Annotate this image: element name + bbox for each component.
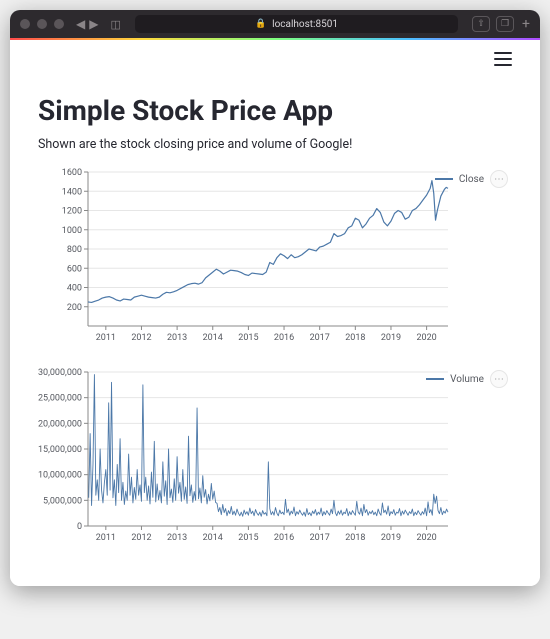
svg-text:2017: 2017 <box>310 533 330 543</box>
back-icon[interactable]: ◀ <box>76 17 85 31</box>
svg-text:2011: 2011 <box>96 333 116 343</box>
svg-text:1000: 1000 <box>62 226 82 236</box>
tabs-icon[interactable]: ❐ <box>496 16 514 32</box>
close-legend-label: Close <box>459 174 484 185</box>
svg-text:2018: 2018 <box>345 533 365 543</box>
page-subtitle: Shown are the stock closing price and vo… <box>38 137 512 152</box>
volume-chart-svg: 0 5,000,000 10,000,000 15,000,000 20,000,000… <box>38 366 512 546</box>
svg-text:2018: 2018 <box>345 333 365 343</box>
close-chart: 200 400 600 800 1000 1200 1400 1600 2011 2012 2013… <box>38 166 512 346</box>
svg-text:25,000,000: 25,000,000 <box>38 394 82 404</box>
svg-text:2016: 2016 <box>274 333 294 343</box>
svg-text:2012: 2012 <box>131 533 151 543</box>
svg-text:2011: 2011 <box>96 533 116 543</box>
nav-arrows: ◀ ▶ <box>76 17 98 31</box>
close-window-icon[interactable] <box>20 19 30 29</box>
svg-text:400: 400 <box>67 284 82 294</box>
svg-text:15,000,000: 15,000,000 <box>38 445 82 455</box>
svg-text:2016: 2016 <box>274 533 294 543</box>
svg-text:2019: 2019 <box>381 333 401 343</box>
url-bar[interactable]: 🔒 localhost:8501 <box>135 15 458 33</box>
svg-text:2014: 2014 <box>203 333 223 343</box>
svg-text:1400: 1400 <box>62 187 82 197</box>
svg-text:2013: 2013 <box>167 333 187 343</box>
svg-text:2020: 2020 <box>416 333 436 343</box>
svg-text:0: 0 <box>77 522 82 532</box>
legend-swatch-icon <box>426 378 444 380</box>
app-menu-wrap <box>38 52 512 76</box>
legend-swatch-icon <box>435 178 453 180</box>
forward-icon[interactable]: ▶ <box>89 17 98 31</box>
svg-text:10,000,000: 10,000,000 <box>38 471 82 481</box>
minimize-window-icon[interactable] <box>37 19 47 29</box>
svg-text:2013: 2013 <box>167 533 187 543</box>
svg-text:30,000,000: 30,000,000 <box>38 368 82 378</box>
svg-text:2012: 2012 <box>131 333 151 343</box>
toolbar-right: ⇧ ❐ + <box>472 16 530 32</box>
svg-text:1600: 1600 <box>62 168 82 178</box>
svg-text:20,000,000: 20,000,000 <box>38 419 82 429</box>
svg-text:800: 800 <box>67 245 82 255</box>
svg-text:5,000,000: 5,000,000 <box>43 496 82 506</box>
chart-more-button[interactable]: ⋯ <box>490 370 508 388</box>
volume-legend-label: Volume <box>450 374 484 385</box>
url-text: localhost:8501 <box>272 19 338 30</box>
page-title: Simple Stock Price App <box>38 94 512 127</box>
sidebar-icon[interactable]: ◫ <box>110 18 120 31</box>
svg-text:200: 200 <box>67 303 82 313</box>
title-bar: ◀ ▶ ◫ 🔒 localhost:8501 ⇧ ❐ + <box>10 10 540 38</box>
close-chart-legend: Close ⋯ <box>435 170 508 188</box>
hamburger-icon[interactable] <box>494 52 512 66</box>
svg-text:2017: 2017 <box>310 333 330 343</box>
maximize-window-icon[interactable] <box>54 19 64 29</box>
svg-text:2014: 2014 <box>203 533 223 543</box>
svg-text:600: 600 <box>67 264 82 274</box>
traffic-lights <box>20 19 64 29</box>
svg-text:1200: 1200 <box>62 207 82 217</box>
lock-icon: 🔒 <box>255 19 266 29</box>
volume-chart: 0 5,000,000 10,000,000 15,000,000 20,000,000… <box>38 366 512 546</box>
volume-chart-legend: Volume ⋯ <box>426 370 508 388</box>
svg-text:2020: 2020 <box>416 533 436 543</box>
browser-window: ◀ ▶ ◫ 🔒 localhost:8501 ⇧ ❐ + Simple Stoc… <box>10 10 540 586</box>
svg-text:2015: 2015 <box>238 333 258 343</box>
share-icon[interactable]: ⇧ <box>472 16 490 32</box>
svg-text:2019: 2019 <box>381 533 401 543</box>
new-tab-icon[interactable]: + <box>522 16 530 32</box>
chart-more-button[interactable]: ⋯ <box>490 170 508 188</box>
close-chart-svg: 200 400 600 800 1000 1200 1400 1600 2011 2012 2013… <box>38 166 512 346</box>
svg-text:2015: 2015 <box>238 533 258 543</box>
page-content: Simple Stock Price App Shown are the sto… <box>10 40 540 586</box>
